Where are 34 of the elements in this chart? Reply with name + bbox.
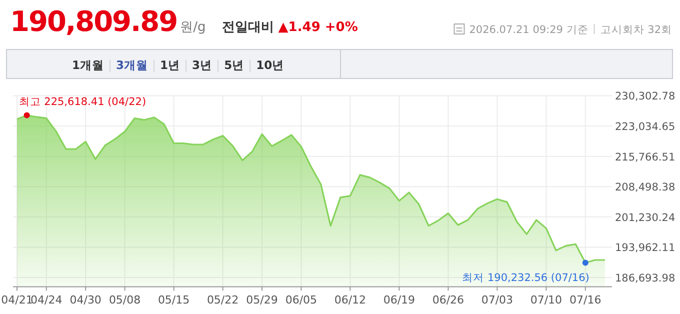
y-tick-label: 193,962.11: [615, 242, 676, 254]
chart-title: 190,809.89: [10, 5, 178, 38]
y-tick-label: 230,302.78: [615, 90, 676, 103]
x-tick-label: 07/03: [481, 294, 514, 307]
x-tick-label: 06/12: [334, 294, 366, 307]
y-tick-label: 208,498.38: [615, 182, 676, 194]
y-tick-label: 223,034.65: [615, 121, 676, 134]
x-tick-label: 05/08: [108, 294, 141, 307]
x-tick-label: 06/26: [432, 294, 464, 307]
text: 1개월: [72, 58, 104, 72]
text: 5년: [224, 58, 244, 72]
x-tick-label: 04/30: [70, 294, 102, 307]
x-tick-label: 05/29: [246, 294, 278, 307]
x-tick-label: 06/19: [383, 294, 416, 307]
x-tick-label: 06/05: [285, 294, 318, 307]
x-tick-label: 07/16: [570, 294, 602, 307]
y-tick-label: 201,230.24: [615, 212, 676, 224]
y-tick-label: 186,693.98: [615, 272, 676, 285]
x-tick-label: 04/24: [30, 294, 62, 307]
text: 2026.07.21 09:29 기준: [469, 24, 588, 36]
x-tick-label: 05/15: [158, 294, 190, 307]
x-tick-label: 04/21: [1, 294, 33, 307]
chart-subtitle: 전일대비 ▲1.49 +0%: [222, 20, 358, 35]
text: 10년: [256, 58, 284, 72]
text: 3개월: [116, 58, 148, 72]
x-tick-label: 05/22: [206, 294, 239, 307]
text: 고시회차 32회: [600, 24, 672, 36]
y-tick-label: 215,766.51: [615, 151, 676, 164]
x-tick-label: 07/10: [530, 294, 562, 307]
text: 3년: [192, 58, 212, 72]
y-axis-title: 원/g: [180, 20, 206, 35]
annotation: 최고 225,618.41 (04/22): [18, 96, 146, 108]
annotation: 최저 190,232.56 (07/16): [462, 272, 590, 284]
text: 1년: [160, 58, 180, 72]
